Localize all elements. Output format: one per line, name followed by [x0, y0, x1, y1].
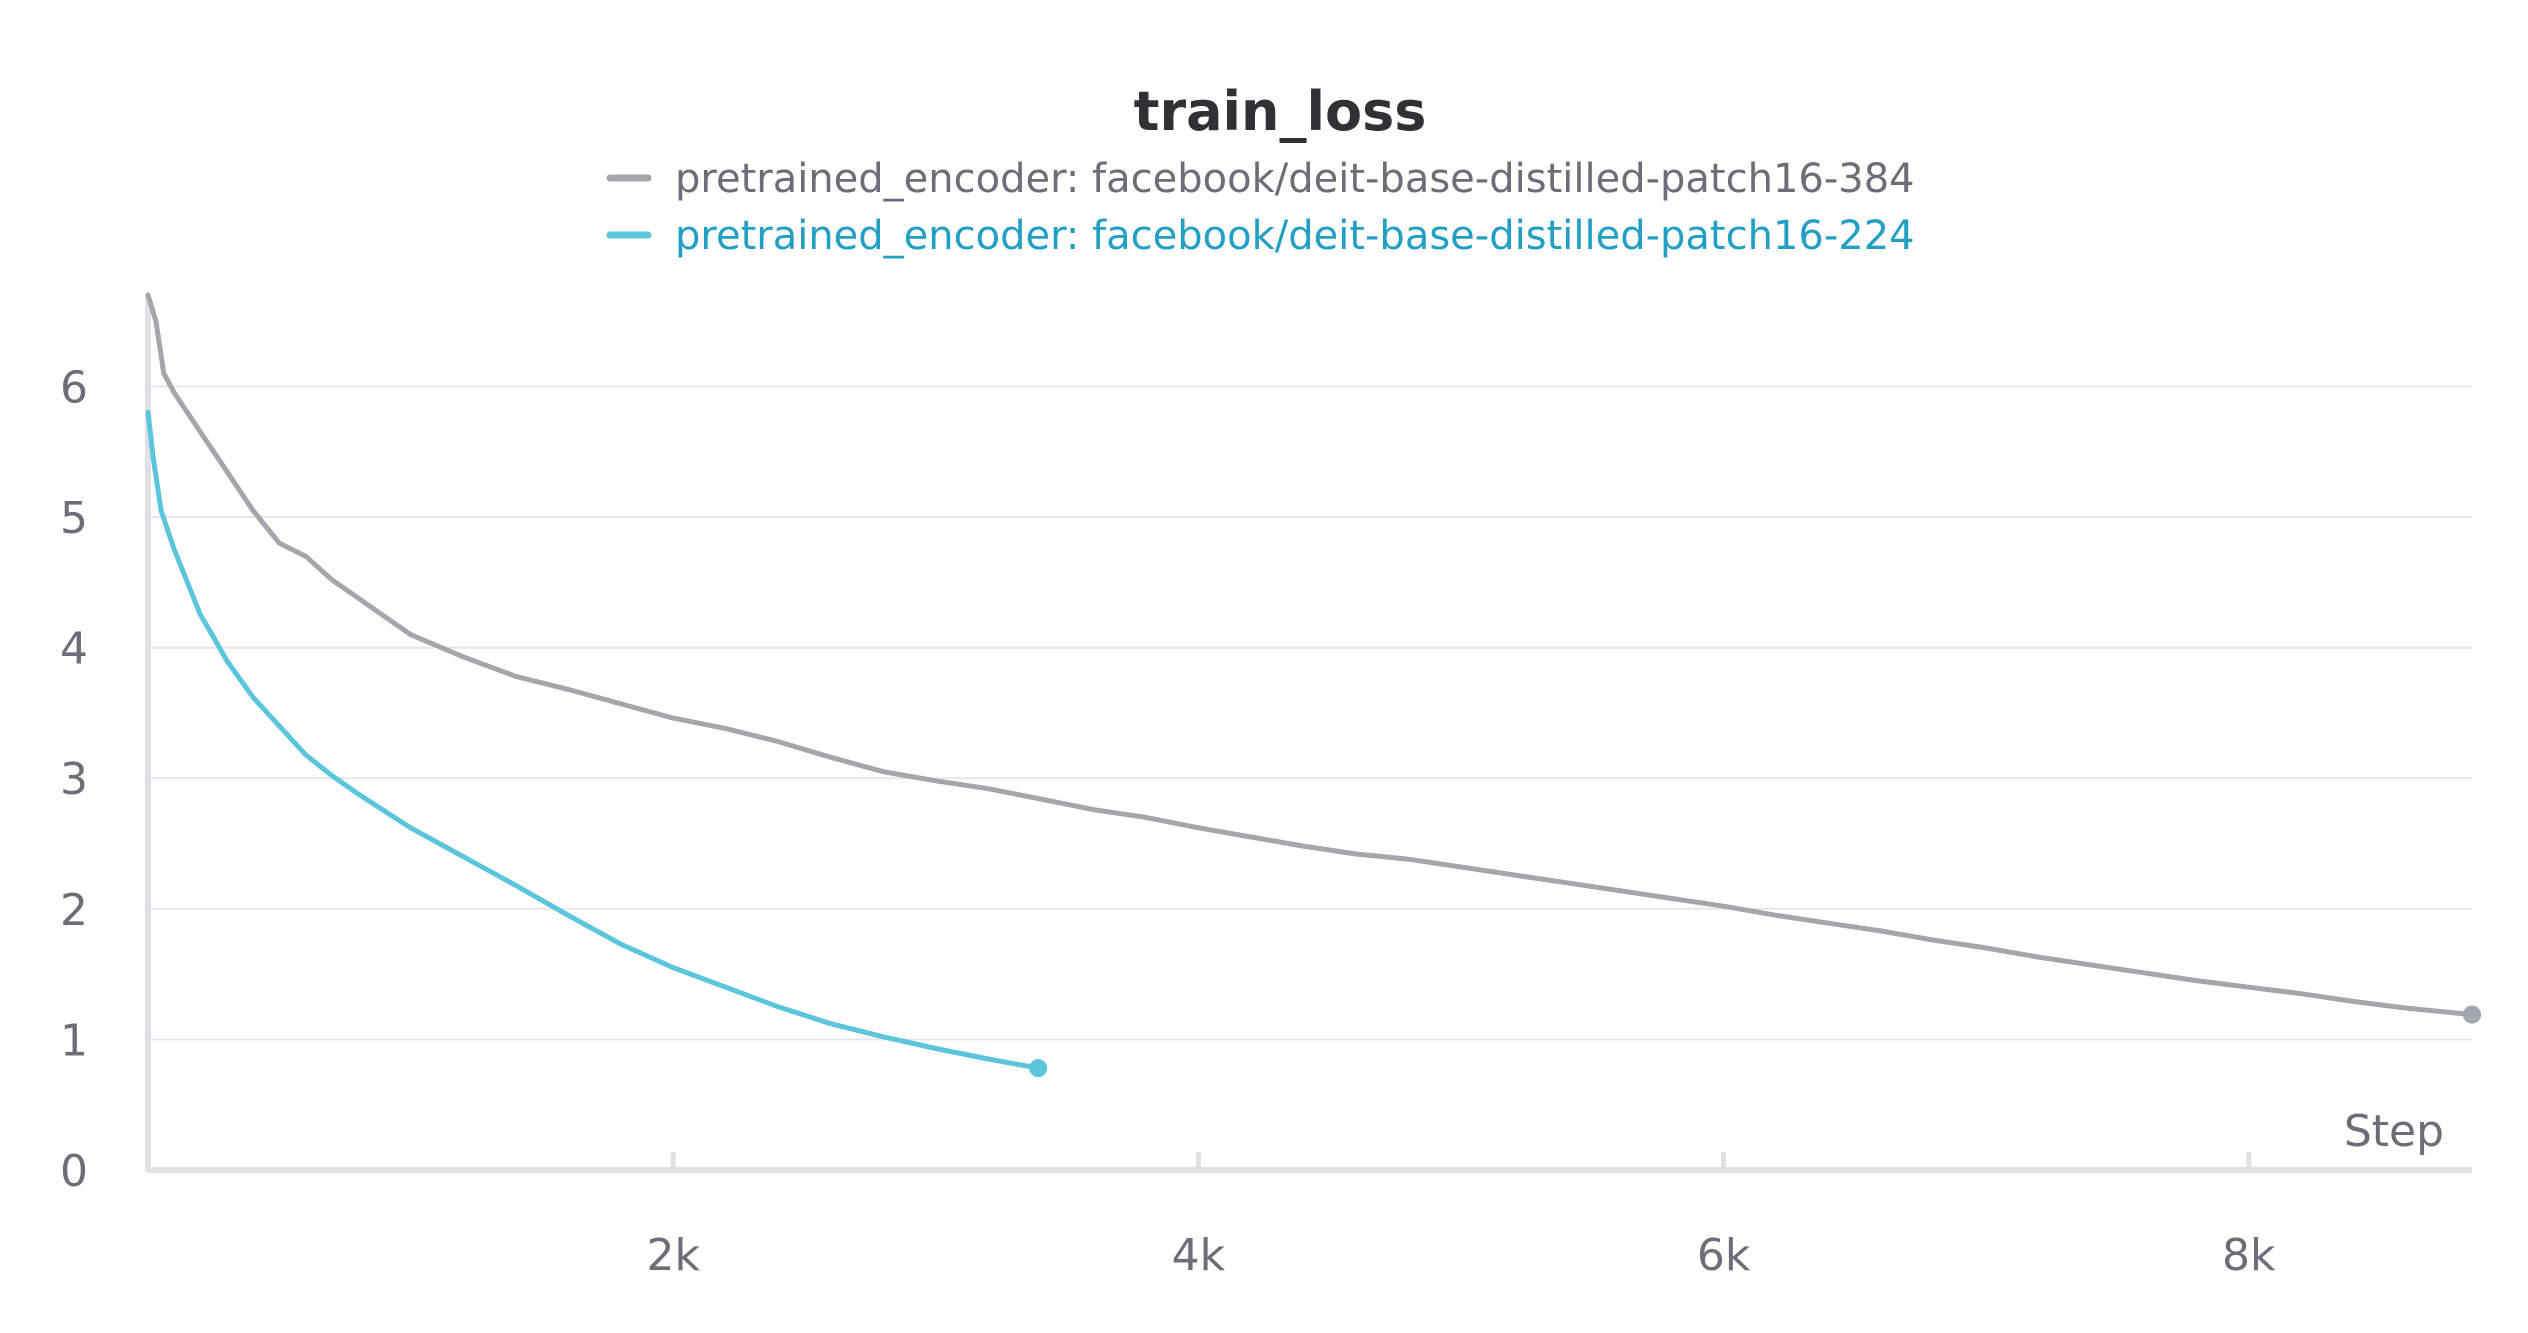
- legend-label-series-1: pretrained_encoder: facebook/deit-base-d…: [675, 156, 1915, 202]
- chart-title: train_loss: [1134, 80, 1427, 143]
- x-axis-title: Step: [2344, 1106, 2444, 1157]
- y-tick-label: 6: [60, 362, 88, 413]
- x-tick-label: 8k: [2222, 1230, 2276, 1281]
- series-end-marker-2: [1029, 1059, 1048, 1078]
- y-tick-label: 3: [60, 754, 88, 805]
- series-end-marker-1: [2463, 1005, 2481, 1024]
- legend-label-series-2: pretrained_encoder: facebook/deit-base-d…: [675, 213, 1915, 259]
- y-tick-label: 0: [60, 1146, 88, 1197]
- x-tick-label: 2k: [646, 1230, 700, 1281]
- x-tick-label: 6k: [1697, 1230, 1751, 1281]
- y-axis-tick-labels: 0 1 2 3 4 5 6: [60, 362, 88, 1197]
- y-tick-label: 5: [60, 493, 88, 544]
- grid-lines: [148, 385, 2472, 1041]
- series-lines: [145, 292, 2481, 1078]
- legend: pretrained_encoder: facebook/deit-base-d…: [606, 156, 1915, 259]
- x-tick-label: 4k: [1172, 1230, 1226, 1281]
- series-line-2: [145, 410, 1041, 1071]
- y-tick-label: 2: [60, 885, 88, 936]
- y-tick-label: 4: [60, 624, 88, 675]
- x-axis-tick-labels: 2k 4k 6k 8k: [646, 1230, 2276, 1281]
- axes: [145, 295, 2472, 1173]
- series-line-1: [145, 292, 2475, 1018]
- y-tick-label: 1: [60, 1015, 88, 1066]
